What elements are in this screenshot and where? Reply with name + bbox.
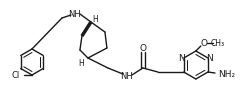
Text: NH: NH [120,71,133,81]
Text: N: N [207,54,213,62]
Text: Cl: Cl [12,70,20,80]
Text: CH₃: CH₃ [211,39,225,47]
Text: H: H [92,14,98,24]
Text: O: O [139,43,146,53]
Text: H: H [78,58,84,68]
Text: O: O [200,39,207,47]
Text: N: N [178,54,185,62]
Text: NH₂: NH₂ [218,70,235,79]
Text: NH: NH [69,10,81,18]
